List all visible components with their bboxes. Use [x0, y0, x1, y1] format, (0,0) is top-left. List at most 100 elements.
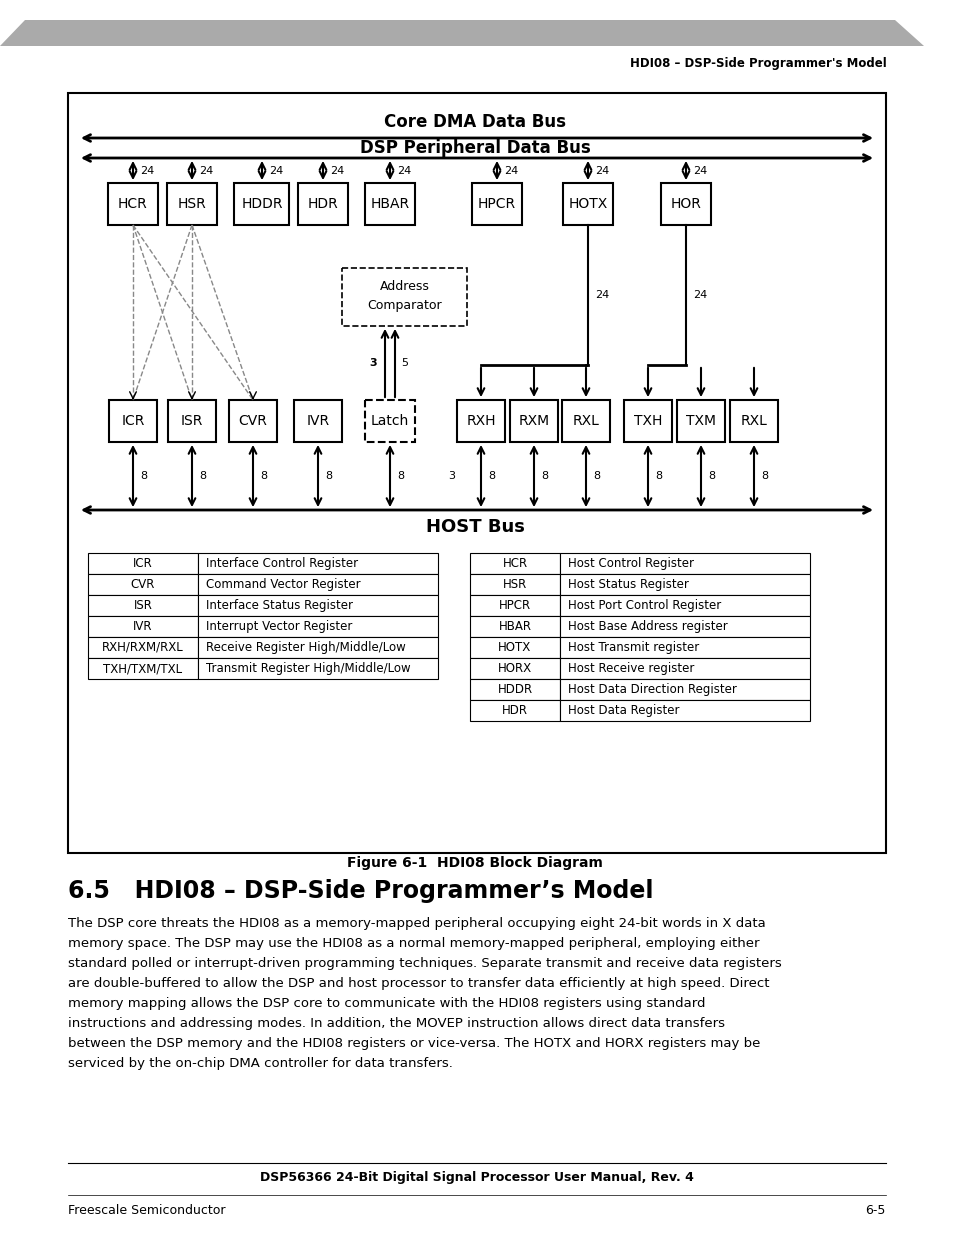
Text: Address: Address	[379, 280, 429, 294]
Text: TXM: TXM	[685, 414, 716, 429]
Bar	[88, 616, 198, 637]
Text: Host Status Register: Host Status Register	[567, 578, 688, 592]
Text: Interface Control Register: Interface Control Register	[206, 557, 357, 571]
Bar	[167, 183, 216, 225]
Text: HDR: HDR	[501, 704, 527, 718]
Bar	[341, 268, 467, 326]
Bar	[677, 400, 724, 442]
Text: serviced by the on-chip DMA controller for data transfers.: serviced by the on-chip DMA controller f…	[68, 1057, 453, 1071]
Text: Host Data Register: Host Data Register	[567, 704, 679, 718]
Text: HDI08 – DSP-Side Programmer's Model: HDI08 – DSP-Side Programmer's Model	[630, 57, 886, 69]
Text: standard polled or interrupt-driven programming techniques. Separate transmit an: standard polled or interrupt-driven prog…	[68, 957, 781, 971]
Bar	[470, 658, 559, 679]
Bar	[88, 658, 198, 679]
Bar	[470, 616, 559, 637]
Text: 6.5   HDI08 – DSP-Side Programmer’s Model: 6.5 HDI08 – DSP-Side Programmer’s Model	[68, 879, 653, 903]
Text: HSR: HSR	[502, 578, 527, 592]
Bar	[234, 183, 289, 225]
Polygon shape	[0, 20, 923, 46]
Bar	[88, 574, 198, 595]
Bar	[559, 637, 809, 658]
Bar	[365, 400, 415, 442]
Text: Host Transmit register: Host Transmit register	[567, 641, 699, 655]
Bar	[623, 400, 671, 442]
Text: RXL: RXL	[572, 414, 598, 429]
Text: The DSP core threats the HDI08 as a memory-mapped peripheral occupying eight 24-: The DSP core threats the HDI08 as a memo…	[68, 918, 765, 930]
Text: Receive Register High/Middle/Low: Receive Register High/Middle/Low	[206, 641, 405, 655]
Text: 8: 8	[199, 471, 206, 480]
Text: memory space. The DSP may use the HDI08 as a normal memory-mapped peripheral, em: memory space. The DSP may use the HDI08 …	[68, 937, 759, 951]
Bar	[559, 574, 809, 595]
Bar	[198, 595, 437, 616]
Text: RXH: RXH	[466, 414, 496, 429]
Text: 8: 8	[655, 471, 661, 480]
Text: 24: 24	[692, 290, 706, 300]
Text: 24: 24	[692, 165, 706, 175]
Bar	[559, 595, 809, 616]
Text: HPCR: HPCR	[477, 198, 516, 211]
Bar	[88, 637, 198, 658]
Bar	[470, 595, 559, 616]
Text: DSP56366 24-Bit Digital Signal Processor User Manual, Rev. 4: DSP56366 24-Bit Digital Signal Processor…	[260, 1172, 693, 1184]
Text: 8: 8	[396, 471, 404, 480]
Bar	[660, 183, 710, 225]
Text: 24: 24	[140, 165, 154, 175]
Text: ICR: ICR	[133, 557, 152, 571]
Text: 5: 5	[400, 358, 408, 368]
Text: 8: 8	[325, 471, 332, 480]
Bar	[470, 553, 559, 574]
Bar	[559, 553, 809, 574]
Text: 8: 8	[260, 471, 267, 480]
Text: HSR: HSR	[177, 198, 206, 211]
Text: RXM: RXM	[517, 414, 549, 429]
Text: Freescale Semiconductor: Freescale Semiconductor	[68, 1203, 225, 1216]
Text: 24: 24	[330, 165, 344, 175]
Text: Core DMA Data Bus: Core DMA Data Bus	[384, 112, 565, 131]
Text: 24: 24	[503, 165, 517, 175]
Bar	[729, 400, 778, 442]
Bar	[168, 400, 215, 442]
Text: ISR: ISR	[133, 599, 152, 613]
Text: Host Port Control Register: Host Port Control Register	[567, 599, 720, 613]
Text: memory mapping allows the DSP core to communicate with the HDI08 registers using: memory mapping allows the DSP core to co…	[68, 998, 705, 1010]
Text: 6-5: 6-5	[864, 1203, 885, 1216]
Text: HBAR: HBAR	[370, 198, 409, 211]
Text: HOR: HOR	[670, 198, 700, 211]
Text: 3: 3	[369, 358, 376, 368]
Text: Command Vector Register: Command Vector Register	[206, 578, 360, 592]
Text: ICR: ICR	[121, 414, 145, 429]
Text: CVR: CVR	[238, 414, 267, 429]
Text: 24: 24	[199, 165, 213, 175]
Bar	[198, 658, 437, 679]
Text: 24: 24	[595, 290, 609, 300]
Text: Latch: Latch	[371, 414, 409, 429]
Text: 8: 8	[593, 471, 599, 480]
Bar	[470, 637, 559, 658]
Bar	[472, 183, 521, 225]
Bar	[562, 183, 613, 225]
Text: HDR: HDR	[307, 198, 338, 211]
Text: 3: 3	[448, 471, 455, 480]
Text: 24: 24	[595, 165, 609, 175]
Bar	[229, 400, 276, 442]
Bar	[559, 658, 809, 679]
Bar	[559, 679, 809, 700]
Text: between the DSP memory and the HDI08 registers or vice-versa. The HOTX and HORX : between the DSP memory and the HDI08 reg…	[68, 1037, 760, 1051]
Text: 8: 8	[140, 471, 147, 480]
Bar	[561, 400, 609, 442]
Text: Host Data Direction Register: Host Data Direction Register	[567, 683, 736, 697]
Text: HPCR: HPCR	[498, 599, 531, 613]
Bar	[559, 700, 809, 721]
Text: Interface Status Register: Interface Status Register	[206, 599, 353, 613]
Bar	[365, 183, 415, 225]
Bar	[198, 553, 437, 574]
Text: HCR: HCR	[118, 198, 148, 211]
Text: HOST Bus: HOST Bus	[425, 517, 524, 536]
Text: Host Receive register: Host Receive register	[567, 662, 694, 676]
Text: HOTX: HOTX	[497, 641, 531, 655]
Text: 8: 8	[540, 471, 548, 480]
Bar	[109, 400, 157, 442]
Bar	[198, 574, 437, 595]
Text: 8: 8	[488, 471, 495, 480]
Text: HBAR: HBAR	[498, 620, 531, 634]
